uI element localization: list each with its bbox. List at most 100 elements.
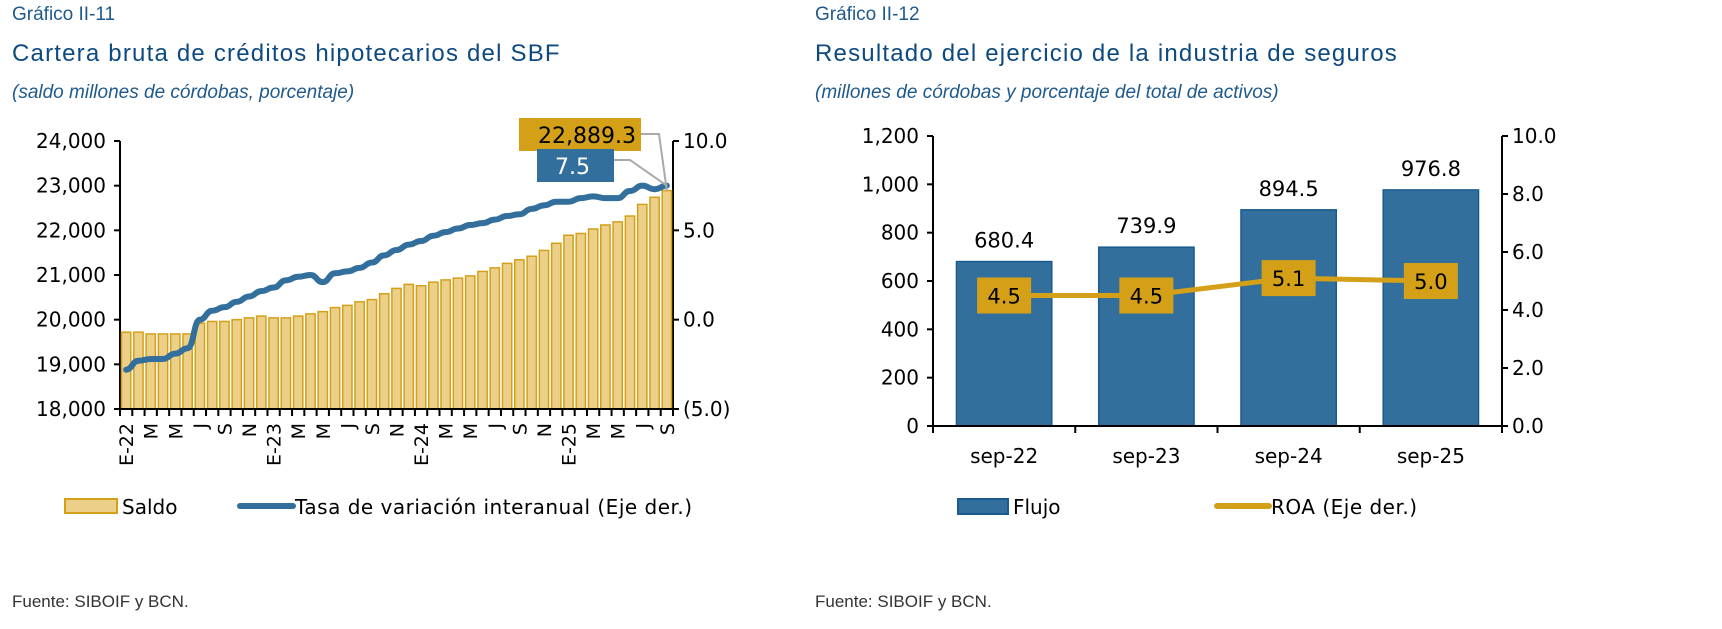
roa-line xyxy=(1004,275,1431,298)
right-y-tick-label: 0.0 xyxy=(1512,414,1544,438)
x-tick-label: S xyxy=(509,423,531,435)
saldo-bar xyxy=(440,279,452,410)
rate-callout-label: 7.5 xyxy=(555,155,590,180)
x-tick-label: sep-25 xyxy=(1397,444,1465,468)
x-tick-label: S xyxy=(214,423,236,435)
saldo-bar xyxy=(526,255,538,410)
flujo-bar-label: 894.5 xyxy=(1259,177,1319,201)
saldo-bar xyxy=(501,262,513,410)
saldo-bar xyxy=(305,313,316,410)
x-tick-label: M xyxy=(141,423,163,439)
right-chart-subtitle: (millones de córdobas y porcentaje del t… xyxy=(815,82,1279,103)
x-tick-label: M xyxy=(460,423,482,439)
x-tick-label: E-23 xyxy=(264,423,286,466)
left-chart: 24,000 23,000 22,000 21,000 20,000 19,000 18,0… xyxy=(36,118,730,519)
left-chart-panel: Gráfico II-11 Cartera bruta de créditos … xyxy=(12,0,852,629)
saldo-bar xyxy=(206,320,218,410)
right-y-tick-label: 10.0 xyxy=(1512,124,1557,148)
right-chart-source: Fuente: SIBOIF y BCN. xyxy=(815,592,992,611)
flujo-bar xyxy=(1382,189,1480,427)
saldo-bar xyxy=(157,333,169,410)
right-y-tick-label: 5.0 xyxy=(683,218,715,242)
left-y-tick-label: 22,000 xyxy=(36,218,106,242)
left-y-tick-label: 24,000 xyxy=(36,129,106,153)
roa-label: 4.5 xyxy=(987,285,1020,309)
legend-flujo-label: Flujo xyxy=(1013,495,1061,519)
roa-label: 4.5 xyxy=(1130,285,1163,309)
left-y-tick-label: 0 xyxy=(906,414,919,438)
x-tick-label: E-22 xyxy=(116,423,138,466)
right-y-tick-label: 2.0 xyxy=(1512,356,1544,380)
x-tick-label: J xyxy=(190,423,212,430)
legend-flujo-swatch xyxy=(957,498,1009,515)
saldo-bar xyxy=(219,320,230,410)
left-y-tick-label: 200 xyxy=(881,366,919,390)
saldo-bar xyxy=(243,317,255,410)
right-y-tick-label: 0.0 xyxy=(683,308,715,332)
saldo-bar xyxy=(268,317,280,410)
right-chart-number: Gráfico II-12 xyxy=(815,4,920,25)
saldo-bar xyxy=(317,310,329,410)
saldo-bar xyxy=(194,322,206,410)
left-chart-title: Cartera bruta de créditos hipotecarios d… xyxy=(12,40,561,67)
variation-rate-line xyxy=(123,182,670,373)
x-tick-label: M xyxy=(288,423,310,439)
left-y-tick-label: 400 xyxy=(881,317,919,341)
x-tick-label: J xyxy=(337,423,359,430)
roa-label-box xyxy=(1261,260,1316,297)
x-tick-label: M xyxy=(583,423,605,439)
flujo-bar-label: 976.8 xyxy=(1401,157,1461,181)
saldo-bar xyxy=(649,196,660,410)
saldo-bar xyxy=(341,304,353,410)
saldo-bar xyxy=(169,333,181,410)
left-y-tick-label: 1,200 xyxy=(862,124,919,148)
saldo-bar xyxy=(427,281,439,410)
left-y-tick-label: 800 xyxy=(881,221,919,245)
x-tick-label: sep-22 xyxy=(970,444,1038,468)
saldo-bar xyxy=(477,270,488,410)
left-y-tick-label: 600 xyxy=(881,269,919,293)
saldo-callout-box xyxy=(519,118,641,151)
saldo-bar xyxy=(612,221,624,410)
saldo-bar xyxy=(255,315,267,410)
saldo-callout-label: 22,889.3 xyxy=(538,124,636,149)
saldo-bar xyxy=(403,283,415,410)
x-tick-label: S xyxy=(657,423,679,435)
saldo-bar xyxy=(624,215,636,410)
saldo-bar xyxy=(329,306,341,410)
x-tick-label: N xyxy=(387,423,409,437)
left-chart-number: Gráfico II-11 xyxy=(12,4,116,25)
roa-label-box xyxy=(1403,263,1458,299)
saldo-bar xyxy=(575,232,587,410)
left-y-tick-label: 20,000 xyxy=(36,308,106,332)
flujo-bar-label: 680.4 xyxy=(974,229,1034,253)
left-chart-source: Fuente: SIBOIF y BCN. xyxy=(12,592,189,611)
saldo-bar xyxy=(513,259,525,410)
flujo-bar xyxy=(1097,246,1195,427)
left-chart-subtitle: (saldo millones de córdobas, porcentaje) xyxy=(12,82,355,103)
saldo-bar xyxy=(452,277,464,410)
saldo-bar xyxy=(133,331,144,410)
legend-saldo-swatch xyxy=(64,498,118,514)
right-chart-title: Resultado del ejercicio de la industria … xyxy=(815,40,1398,67)
right-chart-panel: Gráfico II-12 Resultado del ejercicio de… xyxy=(815,0,1715,629)
left-y-tick-label: 19,000 xyxy=(36,352,106,376)
x-tick-label: N xyxy=(239,423,261,437)
x-tick-label: E-24 xyxy=(411,423,433,466)
saldo-bar xyxy=(489,267,501,410)
x-tick-label: S xyxy=(362,423,384,435)
left-y-tick-label: 21,000 xyxy=(36,263,106,287)
saldo-bar xyxy=(538,249,550,410)
roa-label: 5.0 xyxy=(1414,270,1447,294)
left-y-tick-label: 23,000 xyxy=(36,174,106,198)
flujo-bar-label: 739.9 xyxy=(1116,214,1176,238)
right-y-tick-label: 4.0 xyxy=(1512,298,1544,322)
saldo-bar xyxy=(563,234,574,410)
saldo-bar xyxy=(354,301,366,410)
saldo-bar xyxy=(366,298,378,410)
saldo-bar xyxy=(280,317,292,410)
roa-label-box xyxy=(1119,277,1174,314)
right-y-tick-label: (5.0) xyxy=(683,397,730,421)
x-tick-label: E-25 xyxy=(559,423,581,466)
x-tick-label: sep-23 xyxy=(1112,444,1180,468)
